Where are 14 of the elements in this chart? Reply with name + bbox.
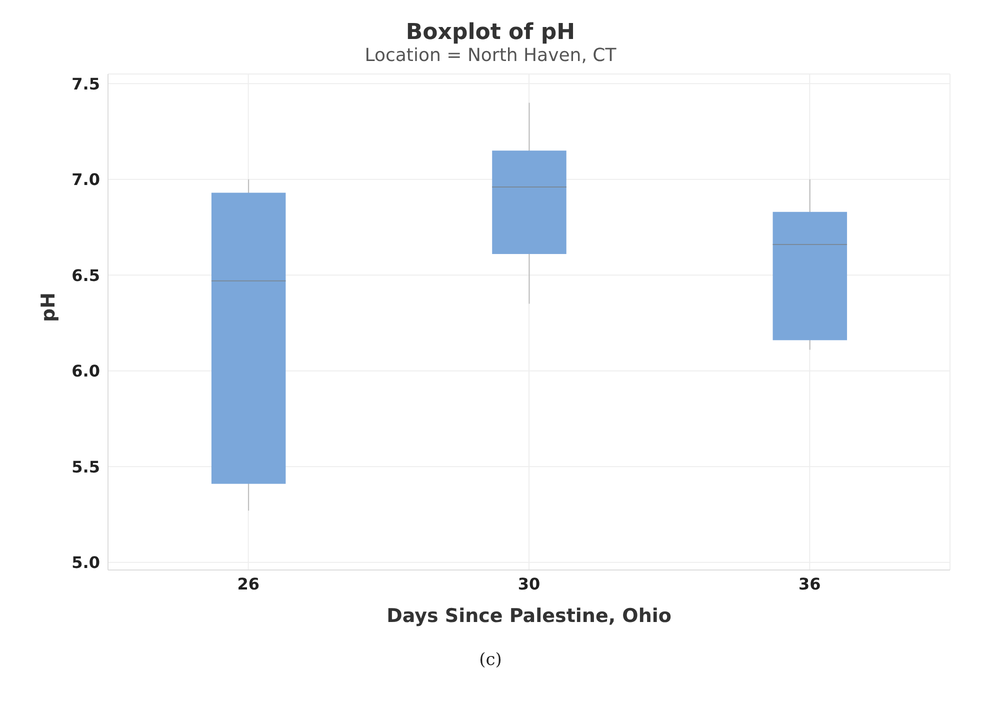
y-tick-label: 6.0 [72, 362, 100, 381]
y-tick-label: 7.5 [72, 74, 100, 94]
y-axis-title: pH [38, 292, 60, 322]
y-tick-label: 5.0 [72, 553, 100, 572]
x-axis-title: Days Since Palestine, Ohio [386, 605, 672, 627]
x-tick-label: 36 [798, 574, 821, 594]
chart-title: Boxplot of pH [404, 20, 576, 45]
x-tick-label: 30 [518, 574, 540, 594]
x-tick-label: 26 [237, 574, 260, 594]
y-tick-label: 7.0 [72, 170, 100, 190]
chart-subtitle: Location = North Haven, CT [364, 45, 618, 66]
text: (c) [478, 650, 503, 670]
y-tick-label: 6.5 [72, 266, 100, 285]
y-tick-label: 5.5 [72, 457, 100, 476]
